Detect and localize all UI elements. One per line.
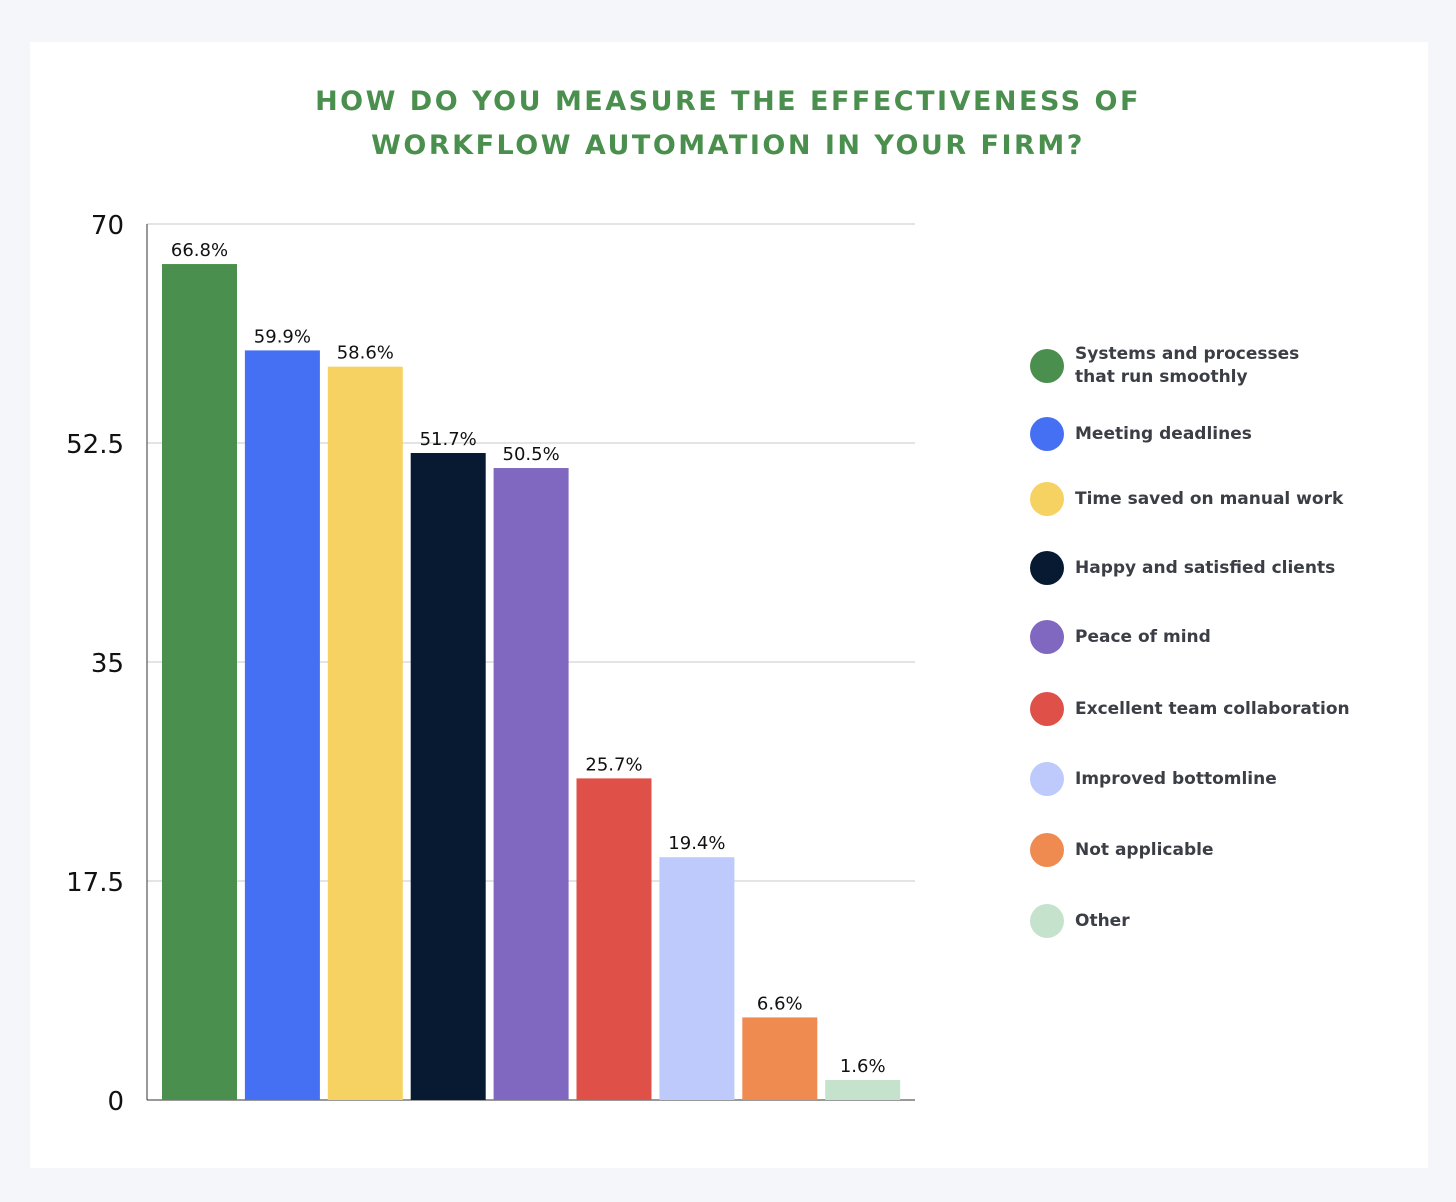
chart-title: HOW DO YOU MEASURE THE EFFECTIVENESS OF … — [0, 80, 1456, 168]
legend-item: Improved bottomline — [1030, 762, 1395, 796]
legend-label: Happy and satisfied clients — [1075, 557, 1395, 580]
bar-data-label: 51.7% — [420, 429, 477, 450]
legend-item: Peace of mind — [1030, 620, 1395, 654]
bar — [410, 453, 486, 1100]
y-tick-label: 52.5 — [66, 430, 124, 460]
legend-label-line: Improved bottomline — [1075, 768, 1277, 789]
legend-label: Not applicable — [1075, 839, 1395, 862]
legend-swatch-icon — [1030, 904, 1064, 938]
y-tick-label: 0 — [107, 1087, 124, 1117]
bar — [825, 1079, 901, 1100]
legend-item: Happy and satisfied clients — [1030, 551, 1395, 585]
legend-swatch-icon — [1030, 620, 1064, 654]
bar — [659, 857, 735, 1100]
legend-item: Systems and processes that run smoothly — [1030, 343, 1395, 389]
bar — [162, 264, 237, 1100]
legend-label: Excellent team collaboration — [1075, 698, 1395, 721]
legend-label-line: Excellent team collaboration — [1075, 698, 1350, 719]
bar-data-label: 50.5% — [503, 444, 560, 465]
legend-label-line: that run smoothly — [1075, 367, 1248, 387]
legend-swatch-icon — [1030, 762, 1064, 796]
legend-swatch-icon — [1030, 349, 1064, 383]
y-tick-label: 70 — [91, 211, 124, 241]
legend-item: Time saved on manual work — [1030, 482, 1395, 516]
chart-title-line-1: HOW DO YOU MEASURE THE EFFECTIVENESS OF — [315, 86, 1141, 117]
bar — [244, 350, 320, 1100]
legend-label: Peace of mind — [1075, 626, 1395, 649]
legend-item: Meeting deadlines — [1030, 417, 1395, 451]
chart-legend: Systems and processes that run smoothly Me… — [1030, 0, 1430, 1202]
legend-item: Other — [1030, 904, 1395, 938]
bar — [576, 778, 652, 1100]
legend-swatch-icon — [1030, 551, 1064, 585]
legend-swatch-icon — [1030, 482, 1064, 516]
bar-data-label: 19.4% — [668, 833, 725, 854]
bar — [742, 1017, 818, 1100]
chart-title-line-2: WORKFLOW AUTOMATION IN YOUR FIRM? — [371, 130, 1085, 161]
legend-item: Not applicable — [1030, 833, 1395, 867]
bar — [493, 468, 569, 1100]
bar-data-label: 59.9% — [254, 326, 311, 347]
legend-label-line: Happy and satisfied clients — [1075, 557, 1336, 578]
legend-swatch-icon — [1030, 833, 1064, 867]
legend-label: Other — [1075, 910, 1395, 933]
bar-data-label: 66.8% — [171, 240, 228, 261]
legend-label: Time saved on manual work — [1075, 488, 1395, 511]
y-tick-label: 35 — [91, 649, 124, 679]
bar-data-label: 25.7% — [585, 754, 642, 775]
legend-label: Systems and processes that run smoothly — [1075, 343, 1395, 389]
legend-label-line: Time saved on manual work — [1075, 488, 1344, 509]
bar-data-label: 6.6% — [757, 993, 803, 1014]
legend-label-line: Not applicable — [1075, 839, 1214, 860]
bar-chart: 0 17.5 35 52.5 70 66.8% 59.9% 58.6% 51.7% 50.5% 25… — [66, 211, 915, 1117]
legend-swatch-icon — [1030, 417, 1064, 451]
legend-label-line: Meeting deadlines — [1075, 423, 1252, 444]
legend-label-line: Other — [1075, 910, 1130, 931]
y-tick-label: 17.5 — [66, 868, 124, 898]
legend-label-line: Systems and processes — [1075, 344, 1300, 364]
bar-data-label: 1.6% — [840, 1056, 886, 1077]
legend-item: Excellent team collaboration — [1030, 692, 1395, 726]
legend-label: Improved bottomline — [1075, 768, 1395, 791]
legend-label: Meeting deadlines — [1075, 423, 1395, 446]
bar-data-label: 58.6% — [337, 343, 394, 364]
bar — [327, 366, 403, 1101]
legend-swatch-icon — [1030, 692, 1064, 726]
legend-label-line: Peace of mind — [1075, 626, 1211, 647]
